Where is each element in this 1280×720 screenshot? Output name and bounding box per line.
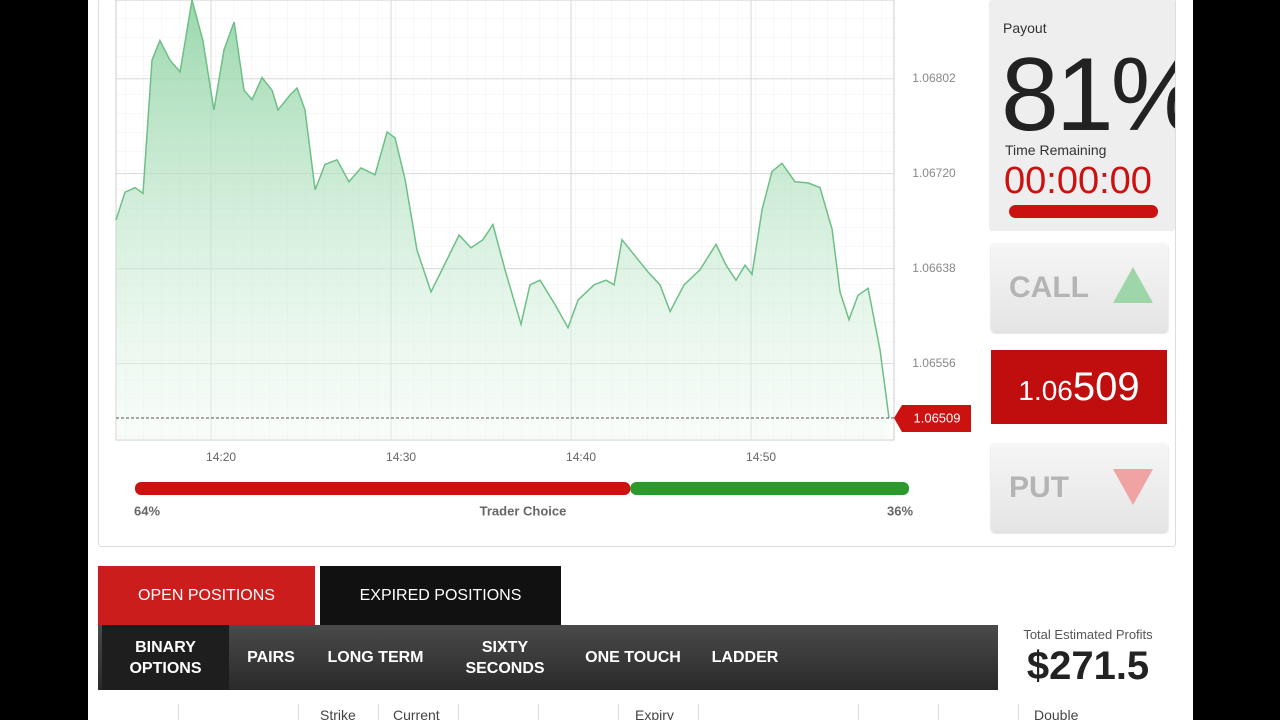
put-arrow xyxy=(1113,469,1153,505)
call-label: CALL xyxy=(1009,271,1089,304)
x-tick-label: 14:40 xyxy=(566,450,596,464)
put-button[interactable]: PUT xyxy=(991,443,1168,532)
option-tabs: BINARY OPTIONS PAIRS LONG TERM SIXTY SEC… xyxy=(98,625,998,690)
header-expiry: Expiry xyxy=(635,707,674,720)
header-double: Double xyxy=(1034,707,1079,720)
tab-open-positions[interactable]: OPEN POSITIONS xyxy=(98,566,315,625)
header-strike: Strike xyxy=(320,707,356,720)
price-area xyxy=(116,0,889,440)
timer-label: Time Remaining xyxy=(1005,142,1107,158)
price-box: 1.06509 xyxy=(991,350,1167,424)
price-prefix: 1.06 xyxy=(1018,375,1073,406)
y-tick-label: 1.06802 xyxy=(912,71,956,85)
tab-expired-positions[interactable]: EXPIRED POSITIONS xyxy=(320,566,561,625)
tab-binary-options[interactable]: BINARY OPTIONS xyxy=(102,625,229,690)
price-tag xyxy=(894,405,971,432)
call-button[interactable]: CALL xyxy=(991,243,1168,332)
price-line xyxy=(115,0,890,419)
timer-value: 00:00:00 xyxy=(1004,160,1152,202)
payout-value: 81% xyxy=(1001,37,1175,153)
profits-value: $271.5 xyxy=(1026,644,1150,688)
x-tick-label: 14:50 xyxy=(746,450,776,464)
profits-label: Total Estimated Profits xyxy=(1023,627,1153,642)
tab-sixty-seconds[interactable]: SIXTY SECONDS xyxy=(465,638,545,677)
tab-ladder[interactable]: LADDER xyxy=(711,649,779,666)
price-tag-label: 1.06509 xyxy=(914,410,961,425)
header-current: Current xyxy=(393,707,440,720)
tab-long-term[interactable]: LONG TERM xyxy=(327,649,424,666)
x-tick-label: 14:20 xyxy=(206,450,236,464)
y-tick-label: 1.06638 xyxy=(912,261,956,275)
chart: 64% Trader Choice 36% 1.06802 1.06720 1.0663… xyxy=(115,0,971,518)
y-tick-label: 1.06720 xyxy=(912,166,956,180)
trader-choice: 64% Trader Choice 36% xyxy=(134,482,913,518)
table-header: Strike Current Expiry Double xyxy=(98,704,1174,720)
y-tick-label: 1.06556 xyxy=(912,356,956,370)
trader-choice-title: Trader Choice xyxy=(480,503,567,518)
timer-bar xyxy=(1009,205,1158,218)
trader-choice-left: 64% xyxy=(134,503,160,518)
tab-pairs[interactable]: PAIRS xyxy=(247,649,295,666)
price-suffix: 509 xyxy=(1072,365,1140,409)
call-arrow xyxy=(1113,267,1153,303)
trader-choice-segment xyxy=(630,482,909,495)
payout-label: Payout xyxy=(1003,20,1047,36)
trader-choice-right: 36% xyxy=(887,503,913,518)
tab-one-touch[interactable]: ONE TOUCH xyxy=(585,649,681,666)
trader-choice-segment xyxy=(135,482,631,495)
x-tick-label: 14:30 xyxy=(386,450,416,464)
put-label: PUT xyxy=(1009,471,1069,504)
payout-box: Payout 81% Time Remaining 00:00:00 xyxy=(989,0,1175,231)
